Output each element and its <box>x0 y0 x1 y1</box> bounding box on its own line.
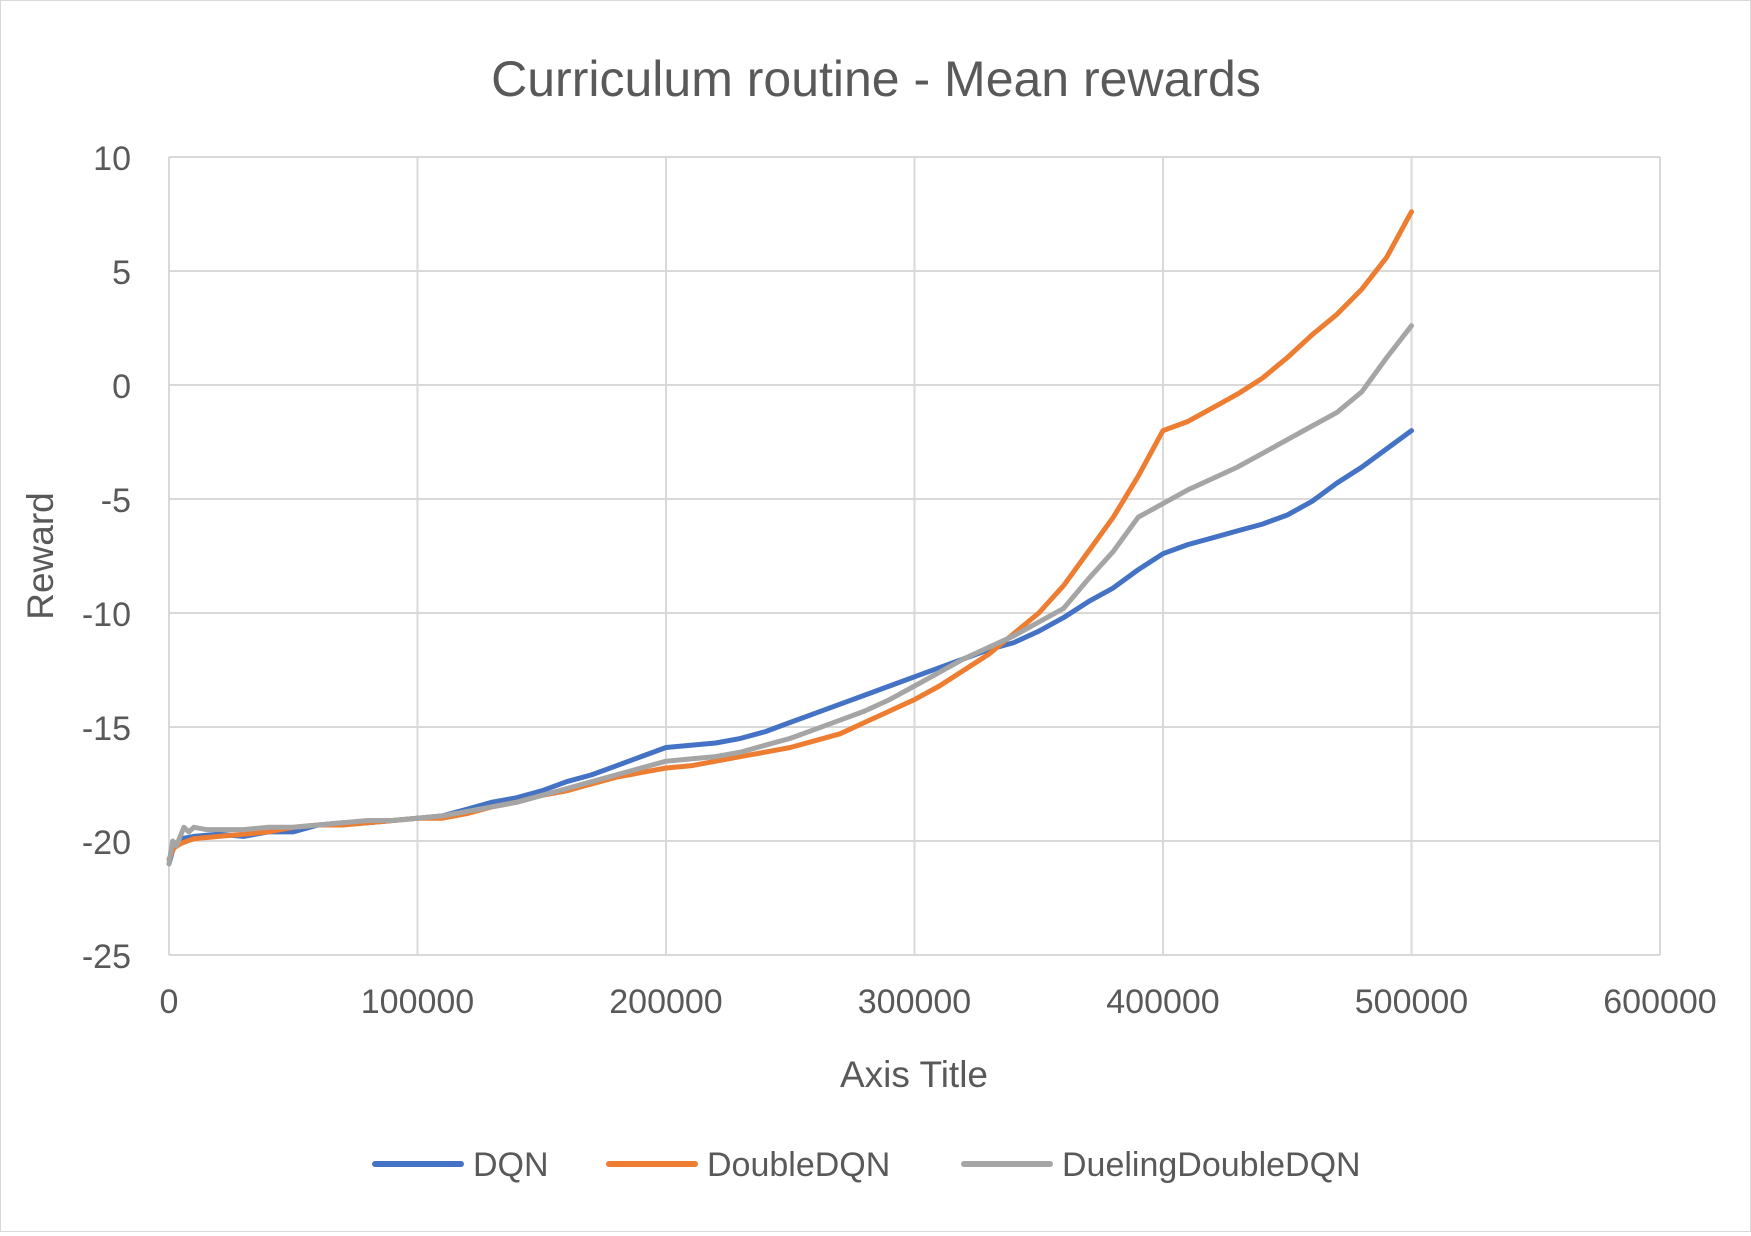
x-tick-label: 0 <box>160 983 179 1021</box>
y-tick-label: -5 <box>101 482 131 520</box>
legend-label-dqn: DQN <box>473 1146 549 1184</box>
y-tick-label: -15 <box>82 710 131 748</box>
y-tick-label: -10 <box>82 596 131 634</box>
x-axis-title: Axis Title <box>840 1054 988 1095</box>
x-tick-label: 500000 <box>1355 983 1468 1021</box>
x-tick-label: 600000 <box>1603 983 1716 1021</box>
legend-label-doubledqn: DoubleDQN <box>707 1146 890 1184</box>
x-tick-label: 200000 <box>609 983 722 1021</box>
gridlines <box>168 156 1661 956</box>
series-lines <box>166 209 1414 867</box>
series-line-duelingdoubledqn <box>166 323 1414 867</box>
x-tick-label: 300000 <box>858 983 971 1021</box>
y-axis-title: Reward <box>20 492 61 620</box>
x-tick-label: 100000 <box>361 983 474 1021</box>
legend: DQN DoubleDQN DuelingDoubleDQN <box>372 1146 1361 1184</box>
y-tick-label: 10 <box>93 140 131 178</box>
y-tick-label: 0 <box>112 368 131 406</box>
x-axis-tick-labels: 0 100000 200000 300000 400000 500000 600000 <box>160 983 1717 1021</box>
x-tick-label: 400000 <box>1106 983 1219 1021</box>
y-tick-label: 5 <box>112 254 131 292</box>
chart-title: Curriculum routine - Mean rewards <box>491 51 1261 107</box>
legend-label-duelingdoubledqn: DuelingDoubleDQN <box>1062 1146 1361 1184</box>
series-line-dqn <box>166 428 1414 867</box>
y-tick-label: -20 <box>82 824 131 862</box>
y-axis-tick-labels: 10 5 0 -5 -10 -15 -20 -25 <box>82 140 131 976</box>
y-tick-label: -25 <box>82 938 131 976</box>
